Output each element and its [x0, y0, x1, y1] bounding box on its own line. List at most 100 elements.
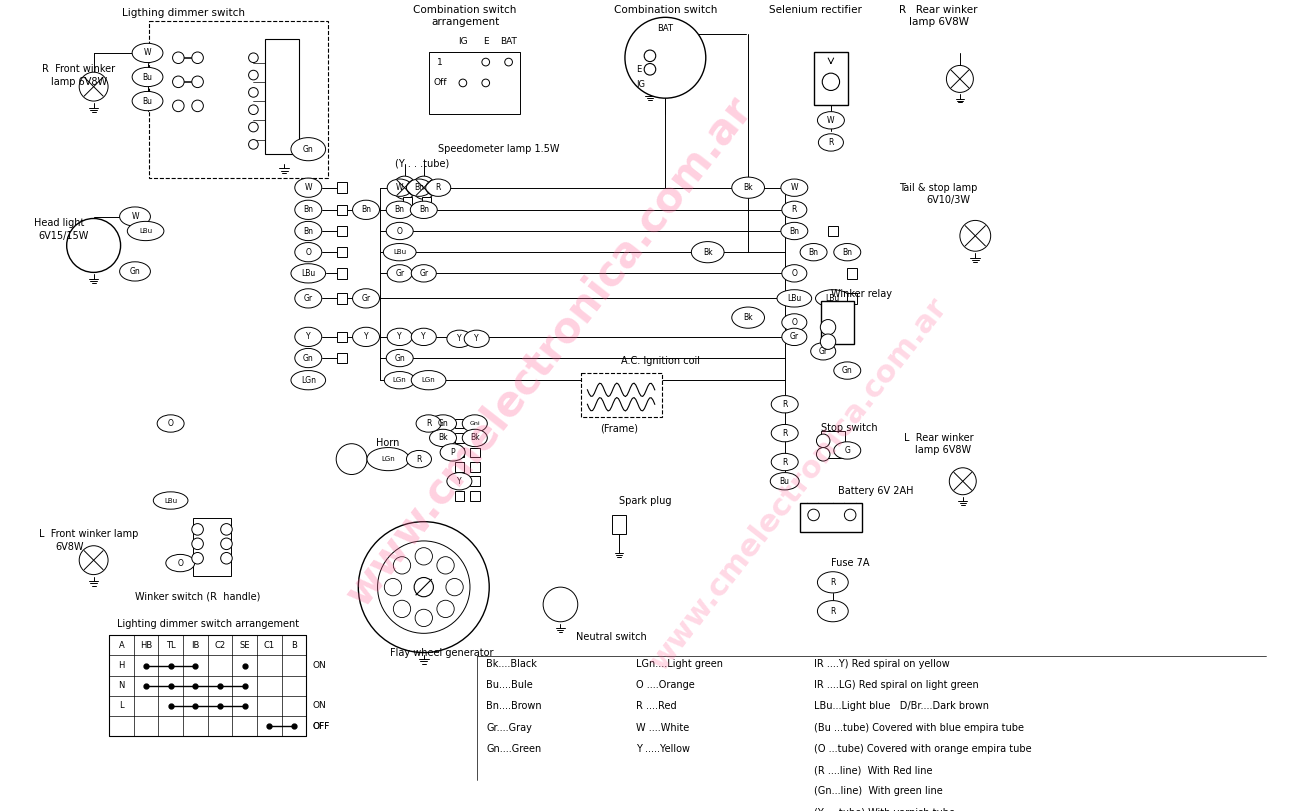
Text: W: W — [827, 116, 835, 125]
Ellipse shape — [157, 415, 184, 432]
Text: Gr: Gr — [304, 294, 313, 303]
Ellipse shape — [430, 429, 457, 447]
Ellipse shape — [411, 371, 447, 390]
Bar — [454, 448, 465, 457]
Text: OFF: OFF — [312, 722, 330, 731]
Text: R: R — [828, 138, 833, 147]
Ellipse shape — [426, 179, 450, 196]
Text: C1: C1 — [263, 641, 275, 650]
Text: Bk: Bk — [439, 433, 448, 443]
Circle shape — [221, 538, 232, 550]
Text: Y: Y — [306, 333, 310, 341]
Text: Off: Off — [434, 79, 447, 88]
Text: W: W — [396, 183, 404, 192]
Text: Bn: Bn — [361, 205, 371, 214]
Circle shape — [249, 105, 258, 114]
Bar — [266, 38, 299, 154]
Text: Gn: Gn — [842, 366, 853, 375]
Circle shape — [192, 76, 204, 88]
Circle shape — [336, 444, 367, 474]
Ellipse shape — [411, 328, 436, 345]
Text: W ....White: W ....White — [636, 723, 689, 732]
Text: Gn: Gn — [437, 419, 448, 428]
Text: Battery 6V 2AH: Battery 6V 2AH — [837, 486, 914, 496]
Text: Selenium rectifier: Selenium rectifier — [770, 5, 862, 15]
Circle shape — [79, 72, 108, 101]
Text: Y: Y — [474, 334, 479, 343]
Text: (O ...tube) Covered with orange empira tube: (O ...tube) Covered with orange empira t… — [814, 744, 1031, 754]
Ellipse shape — [411, 264, 436, 282]
Text: Neutral switch: Neutral switch — [576, 633, 646, 642]
Circle shape — [358, 521, 489, 653]
Text: IR ....Y) Red spiral on yellow: IR ....Y) Red spiral on yellow — [814, 659, 949, 669]
Ellipse shape — [781, 222, 807, 240]
Text: R: R — [831, 577, 836, 587]
Bar — [828, 225, 839, 236]
Bar — [814, 53, 848, 105]
Text: lamp 6V8W: lamp 6V8W — [52, 77, 108, 87]
Text: (Y . . .tube): (Y . . .tube) — [395, 159, 449, 169]
Text: R: R — [831, 607, 836, 616]
Text: Bk: Bk — [744, 183, 753, 192]
Ellipse shape — [447, 473, 472, 490]
Text: HB: HB — [140, 641, 152, 650]
Circle shape — [822, 73, 840, 91]
Text: Gr: Gr — [361, 294, 371, 303]
Circle shape — [249, 88, 258, 97]
Text: Gn: Gn — [395, 354, 405, 363]
Text: Bn: Bn — [414, 183, 424, 192]
Bar — [580, 373, 662, 417]
Ellipse shape — [295, 178, 322, 197]
Ellipse shape — [406, 179, 431, 196]
Text: Lighting dimmer switch arrangement: Lighting dimmer switch arrangement — [117, 619, 299, 629]
Ellipse shape — [295, 242, 322, 262]
Text: Bn: Bn — [395, 205, 405, 214]
Ellipse shape — [387, 350, 413, 367]
Ellipse shape — [447, 330, 472, 347]
Circle shape — [415, 547, 432, 565]
Text: O: O — [397, 226, 402, 235]
Text: LGn: LGn — [422, 377, 435, 383]
Circle shape — [393, 556, 410, 574]
Text: Gr: Gr — [819, 347, 828, 356]
Text: C2: C2 — [214, 641, 226, 650]
Ellipse shape — [833, 362, 861, 380]
Text: W: W — [144, 49, 152, 58]
Text: Fuse 7A: Fuse 7A — [831, 558, 870, 568]
Bar — [336, 204, 348, 215]
Text: LBu...Light blue   D/Br....Dark brown: LBu...Light blue D/Br....Dark brown — [814, 702, 989, 711]
Text: Flay wheel generator: Flay wheel generator — [391, 647, 493, 658]
Circle shape — [644, 50, 655, 62]
Text: Tail & stop lamp: Tail & stop lamp — [900, 182, 977, 193]
Bar — [336, 225, 348, 236]
Circle shape — [459, 79, 467, 87]
Text: Bk: Bk — [744, 313, 753, 322]
Text: Bn: Bn — [809, 247, 819, 256]
Text: Bn....Brown: Bn....Brown — [487, 702, 543, 711]
Ellipse shape — [119, 262, 151, 281]
Text: LBu: LBu — [164, 497, 178, 504]
Ellipse shape — [387, 264, 413, 282]
Text: Gr: Gr — [419, 269, 428, 278]
Bar — [800, 504, 862, 532]
Text: Gni: Gni — [470, 421, 480, 426]
Bar — [336, 332, 348, 342]
Bar — [336, 247, 348, 257]
Bar — [454, 418, 465, 428]
Circle shape — [384, 578, 401, 596]
Ellipse shape — [295, 328, 322, 346]
Text: W: W — [305, 183, 312, 192]
Ellipse shape — [692, 242, 724, 263]
Text: Y: Y — [397, 333, 402, 341]
Text: Bu: Bu — [780, 477, 789, 486]
Text: B: B — [291, 641, 297, 650]
Text: Bn: Bn — [304, 226, 313, 235]
Ellipse shape — [417, 415, 441, 432]
Text: Horn: Horn — [375, 438, 398, 448]
Text: LGn....Light green: LGn....Light green — [636, 659, 723, 669]
Text: L  Front winker lamp: L Front winker lamp — [39, 530, 138, 539]
Ellipse shape — [166, 555, 195, 572]
Text: L  Rear winker: L Rear winker — [903, 433, 974, 443]
Circle shape — [820, 320, 836, 335]
Text: O: O — [305, 247, 312, 256]
